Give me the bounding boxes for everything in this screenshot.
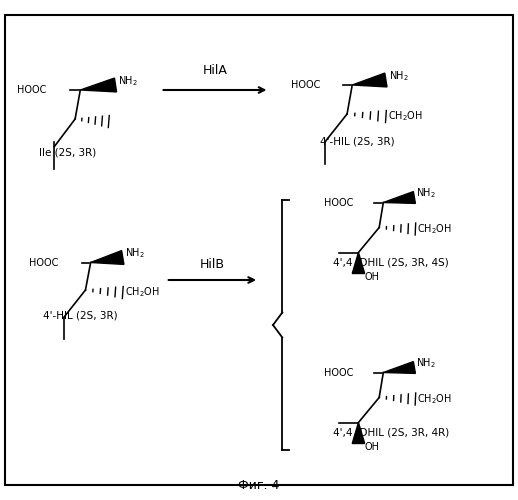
Text: NH$_2$: NH$_2$ xyxy=(125,246,145,260)
Text: NH$_2$: NH$_2$ xyxy=(118,74,138,88)
Text: 4',4 -DHIL (2S, 3R, 4S): 4',4 -DHIL (2S, 3R, 4S) xyxy=(333,258,449,268)
Text: Ile (2S, 3R): Ile (2S, 3R) xyxy=(39,148,96,158)
Text: HilB: HilB xyxy=(200,258,225,271)
Text: OH: OH xyxy=(365,442,380,452)
Text: CH$_2$OH: CH$_2$OH xyxy=(417,222,452,236)
Text: CH$_2$OH: CH$_2$OH xyxy=(388,110,423,124)
Text: CH$_2$OH: CH$_2$OH xyxy=(125,286,160,300)
Text: HOOC: HOOC xyxy=(324,368,353,378)
Text: 4'-HIL (2S, 3R): 4'-HIL (2S, 3R) xyxy=(43,310,118,320)
Polygon shape xyxy=(383,192,415,203)
Text: OH: OH xyxy=(365,272,380,282)
Text: NH$_2$: NH$_2$ xyxy=(416,356,436,370)
Polygon shape xyxy=(352,252,365,274)
Polygon shape xyxy=(352,422,365,444)
Text: NH$_2$: NH$_2$ xyxy=(388,69,408,83)
Text: HilA: HilA xyxy=(203,64,227,78)
Polygon shape xyxy=(352,73,387,87)
Polygon shape xyxy=(383,362,415,374)
Text: 4',4 -DHIL (2S, 3R, 4R): 4',4 -DHIL (2S, 3R, 4R) xyxy=(333,428,449,438)
Polygon shape xyxy=(80,78,117,92)
Text: HOOC: HOOC xyxy=(17,85,47,95)
Text: HOOC: HOOC xyxy=(324,198,353,207)
Text: 4'-HIL (2S, 3R): 4'-HIL (2S, 3R) xyxy=(320,136,395,146)
Text: HOOC: HOOC xyxy=(29,258,59,268)
Text: HOOC: HOOC xyxy=(291,80,320,90)
Text: Фиг. 4: Фиг. 4 xyxy=(238,479,280,492)
Text: NH$_2$: NH$_2$ xyxy=(416,186,436,200)
Text: CH$_2$OH: CH$_2$OH xyxy=(417,392,452,406)
Polygon shape xyxy=(91,250,124,264)
FancyBboxPatch shape xyxy=(5,15,513,485)
